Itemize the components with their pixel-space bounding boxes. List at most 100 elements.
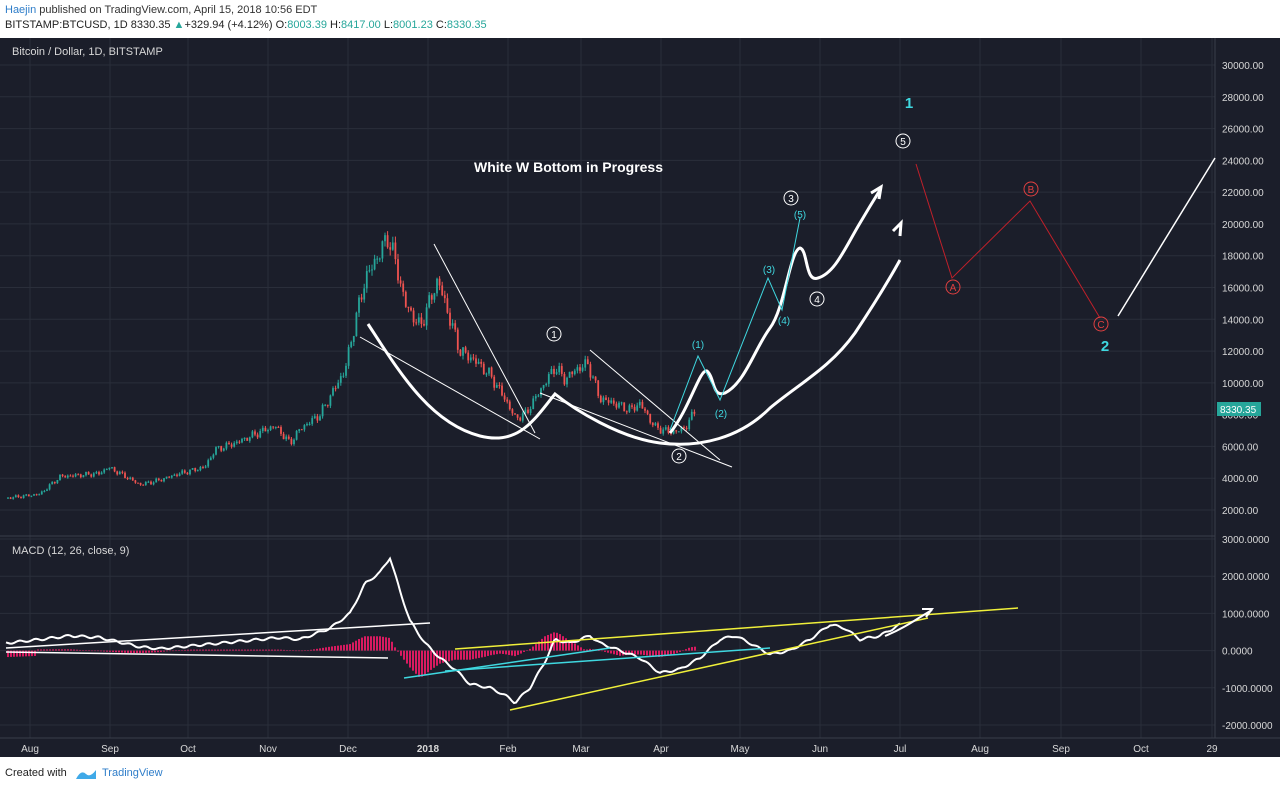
candle-body xyxy=(160,479,163,482)
candle-body xyxy=(446,298,449,313)
macd-hist-bar xyxy=(193,649,195,651)
candle-body xyxy=(246,437,249,441)
chart-canvas[interactable]: 30000.0028000.0026000.0024000.0022000.00… xyxy=(0,38,1280,757)
macd-hist-bar xyxy=(202,649,204,651)
wave-labels: 1 2 3 4 5 (1) (2) (3) (4) (5) 1 2 A B C xyxy=(546,95,1109,464)
macd-hist-bar xyxy=(568,640,570,651)
macd-hist-bar xyxy=(421,650,423,677)
candle-body xyxy=(646,410,649,414)
subwave-label-1: (1) xyxy=(692,340,704,351)
candle-body xyxy=(17,495,20,498)
candle-body xyxy=(126,477,129,479)
macd-hist-bar xyxy=(598,650,600,651)
macd-hist-bar xyxy=(691,647,693,651)
macd-hist-bar xyxy=(70,649,72,651)
tradingview-brand-link[interactable]: TradingView xyxy=(102,767,163,779)
macd-hist-bar xyxy=(508,650,510,655)
macd-hist-bar xyxy=(241,649,243,651)
header-bar: Haejin published on TradingView.com, Apr… xyxy=(0,0,1280,38)
macd-hist-bar xyxy=(628,650,630,655)
macd-line xyxy=(5,556,901,705)
candle-body xyxy=(680,427,683,432)
macd-tick-label: 1000.0000 xyxy=(1222,609,1270,620)
change-value: +329.94 (+4.12%) xyxy=(184,19,273,31)
macd-hist-bar xyxy=(283,649,285,651)
candle-body xyxy=(261,427,264,431)
macd-cyan-line-2 xyxy=(444,647,771,672)
macd-hist-bar xyxy=(532,646,534,651)
macd-hist-bar xyxy=(142,650,144,653)
price-tick-label: 30000.00 xyxy=(1222,61,1264,72)
time-tick-label: Feb xyxy=(499,744,517,755)
candle-body xyxy=(100,472,103,475)
macd-hist-bar xyxy=(343,644,345,651)
tradingview-logo-icon[interactable] xyxy=(75,768,97,780)
macd-hist-bar xyxy=(211,649,213,651)
candle-body xyxy=(579,367,581,371)
candle-body xyxy=(324,404,327,406)
candle-body xyxy=(441,285,444,296)
candle-body xyxy=(553,368,555,374)
macd-hist-bar xyxy=(184,649,186,651)
high-label: H: xyxy=(330,19,342,31)
time-tick-label: Dec xyxy=(339,744,357,755)
macd-hist-bar xyxy=(166,650,168,652)
macd-hist-bar xyxy=(265,649,267,651)
candle-body xyxy=(53,481,56,484)
candle-body xyxy=(277,426,280,428)
candle-body xyxy=(618,402,620,408)
candle-body xyxy=(241,438,243,443)
candle-body xyxy=(163,478,165,482)
macd-hist-bar xyxy=(208,649,210,651)
ohlc-line: BITSTAMP:BTCUSD, 1D 8330.35 ▲+329.94 (+4… xyxy=(5,19,487,31)
price-axis[interactable]: 30000.00 28000.00 26000.00 24000.00 22000.00… xyxy=(1222,61,1264,517)
low-value: 8001.23 xyxy=(393,19,433,31)
candle-body xyxy=(9,497,12,499)
candle-body xyxy=(59,474,61,480)
macd-hist-bar xyxy=(232,649,234,651)
macd-hist-bar xyxy=(478,650,480,658)
macd-hist-bar xyxy=(154,650,156,653)
candle-body xyxy=(254,431,256,435)
w-bottom-curve xyxy=(366,259,902,446)
wave-circle-4 xyxy=(809,291,825,307)
impulse-arrow-head xyxy=(870,184,884,200)
candle-body xyxy=(683,427,685,429)
candle-body xyxy=(204,466,207,468)
candle-body xyxy=(454,323,457,330)
candle-body xyxy=(228,442,230,445)
candle-body xyxy=(92,473,95,477)
big-wave-label-1: 1 xyxy=(905,95,913,112)
macd-axis[interactable]: 3000.0000 2000.0000 1000.0000 0.0000 -1000.0… xyxy=(1222,535,1273,732)
macd-hist-bar xyxy=(433,650,435,668)
candle-body xyxy=(490,367,493,377)
candle-body xyxy=(430,295,433,300)
macd-hist-bar xyxy=(25,650,27,657)
macd-hist-bar xyxy=(226,649,228,651)
candle-body xyxy=(118,471,121,475)
candle-body xyxy=(64,476,67,478)
macd-hist-bar xyxy=(523,650,525,652)
macd-hist-bar xyxy=(64,649,66,651)
candle-body xyxy=(131,477,134,481)
macd-hist-bar xyxy=(493,650,495,655)
macd-hist-bar xyxy=(358,639,360,651)
time-axis[interactable]: Aug Sep Oct Nov Dec 2018 Feb Mar Apr May Jun Jul Aug… xyxy=(21,744,1218,755)
macd-hist-bar xyxy=(589,648,591,651)
candle-body xyxy=(508,401,511,410)
macd-hist-bar xyxy=(379,636,381,651)
candle-body xyxy=(350,342,353,348)
macd-hist-bar xyxy=(658,650,660,657)
candle-body xyxy=(152,482,155,485)
candle-body xyxy=(124,472,126,478)
candle-body xyxy=(209,457,212,461)
macd-hist-bar xyxy=(229,649,231,651)
macd-hist-bar xyxy=(286,650,288,651)
macd-hist-bar xyxy=(328,646,330,651)
candle-body xyxy=(186,472,189,475)
candle-body xyxy=(495,385,498,388)
candle-body xyxy=(443,295,446,299)
wave-label-5: 5 xyxy=(900,137,906,148)
time-tick-label: Sep xyxy=(1052,744,1070,755)
author-link[interactable]: Haejin xyxy=(5,4,37,16)
